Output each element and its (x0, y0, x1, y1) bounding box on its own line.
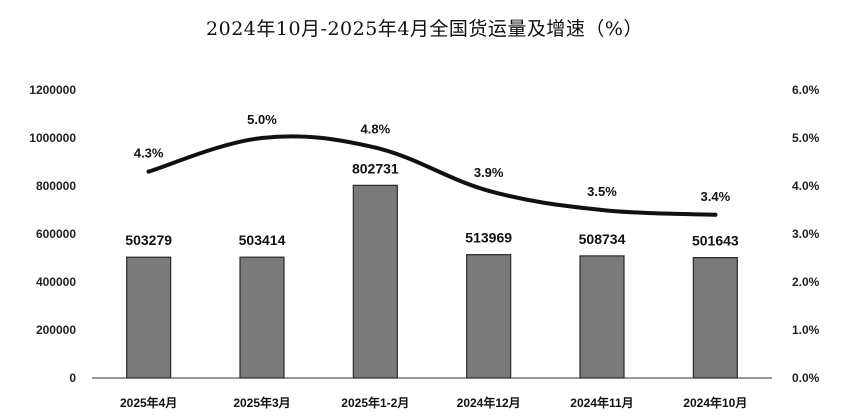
y-right-tick-label: 4.0% (792, 179, 820, 193)
y-right-tick-label: 1.0% (792, 323, 820, 337)
x-tick-label: 2024年10月 (683, 395, 747, 410)
y-left-tick-label: 400000 (36, 275, 76, 289)
x-tick-label: 2025年4月 (120, 395, 177, 410)
bar-value-label: 503279 (125, 232, 172, 248)
y-left-tick-label: 600000 (36, 227, 76, 241)
y-left-tick-label: 200000 (36, 323, 76, 337)
bar (466, 254, 512, 379)
y-left-tick-label: 800000 (36, 179, 76, 193)
bar (352, 184, 398, 379)
bar (579, 255, 625, 379)
y-right-tick-label: 2.0% (792, 275, 820, 289)
bar-value-label: 802731 (352, 160, 399, 176)
line-value-label: 3.9% (474, 165, 504, 180)
line-point (260, 136, 264, 140)
growth-line (146, 134, 718, 217)
bar-value-label: 501643 (692, 233, 739, 249)
line-point (146, 169, 151, 174)
x-tick-label: 2024年12月 (457, 395, 521, 410)
y-right-tick-label: 3.0% (792, 227, 820, 241)
x-tick-label: 2025年1-2月 (341, 395, 409, 410)
y-left-tick-label: 1200000 (29, 83, 76, 97)
bar (692, 257, 738, 379)
x-tick-label: 2024年11月 (570, 395, 633, 410)
x-tick-label: 2025年3月 (233, 395, 290, 410)
chart-title: 2024年10月-2025年4月全国货运量及增速（%） (206, 18, 643, 40)
y-right-tick-label: 6.0% (792, 83, 820, 97)
y-right-tick-label: 5.0% (792, 131, 820, 145)
bar-value-label: 513969 (465, 230, 512, 246)
y-left-tick-label: 0 (69, 371, 76, 385)
bar-value-label: 508734 (579, 231, 626, 247)
line-point (600, 208, 604, 212)
bar (126, 256, 172, 379)
line-value-label: 3.4% (701, 189, 731, 204)
bar (239, 256, 285, 379)
line-value-label: 4.8% (361, 122, 391, 137)
line-value-label: 5.0% (247, 112, 277, 127)
line-value-label: 3.5% (587, 184, 617, 199)
y-left-tick-label: 1000000 (29, 131, 76, 145)
line-point (373, 145, 378, 150)
y-right-tick-label: 0.0% (792, 371, 820, 385)
line-point (713, 212, 718, 217)
line-point (486, 188, 491, 193)
line-value-label: 4.3% (134, 146, 164, 161)
bar-value-label: 503414 (239, 232, 286, 248)
